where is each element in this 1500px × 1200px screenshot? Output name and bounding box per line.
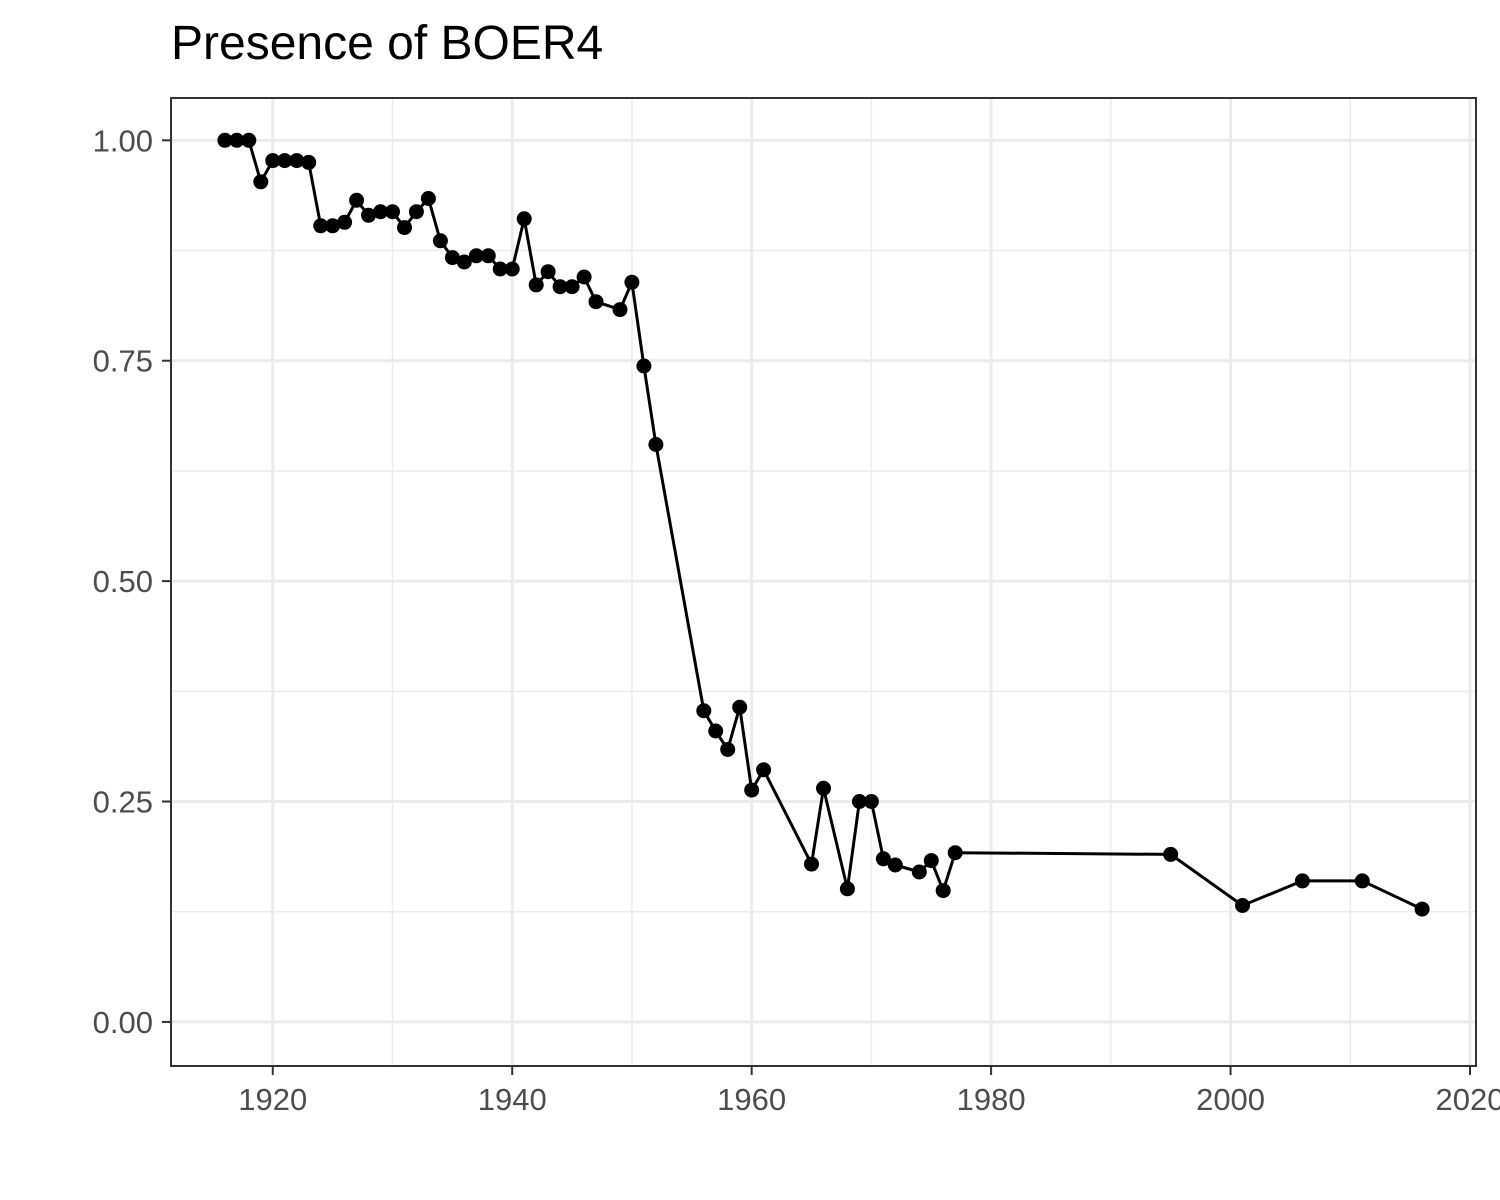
data-point [492,261,508,277]
data-point [337,214,353,230]
data-point [408,204,424,220]
data-point [516,211,532,227]
data-point [420,191,436,206]
minor-grid [171,98,1476,1066]
y-tick-label: 0.00 [93,1005,153,1040]
data-point [325,218,341,234]
data-point [1163,846,1179,862]
data-point [744,782,760,798]
chart-title: Presence of BOER4 [171,17,604,70]
data-point [253,174,269,190]
data-point [732,699,748,715]
data-point [756,762,772,778]
data-point [277,153,293,169]
y-tick-label: 0.75 [93,344,153,379]
data-point [349,192,365,208]
data-point [851,794,867,809]
data-point [373,204,388,220]
data-point [875,851,891,867]
data-point [636,358,652,374]
data-point [612,302,628,318]
data-point [313,218,329,234]
axis-tick-labels: 1920 1940 1960 1980 2000 2020 0.00 0.25 0.50 0.75… [93,123,1500,1117]
major-grid [171,98,1476,1066]
data-point [528,277,544,293]
data-point [504,261,520,277]
data-point [361,207,376,223]
data-point [456,254,472,270]
data-point [397,220,412,236]
axis-ticks [162,139,1472,1075]
data-point [265,153,281,169]
x-tick-label: 1960 [717,1082,786,1117]
data-point [301,154,317,170]
data-point [911,864,927,880]
data-point [241,132,257,148]
data-point [468,248,484,264]
data-point [217,132,233,148]
data-point [1235,898,1250,913]
data-point [696,703,712,719]
data-point [947,845,963,861]
data-point [1294,873,1310,889]
data-point [229,132,245,148]
data-point [432,233,448,249]
data-point [648,437,664,452]
data-point [863,794,879,809]
x-tick-label: 2020 [1436,1082,1500,1117]
data-point [385,204,400,220]
data-point [588,294,604,310]
data-point [289,153,305,169]
x-tick-label: 1920 [238,1082,307,1117]
data-point [1414,901,1430,917]
x-tick-label: 2000 [1196,1082,1265,1117]
data-point [480,248,496,264]
data-point [624,274,640,290]
y-tick-label: 0.50 [93,564,153,599]
x-tick-label: 1980 [957,1082,1026,1117]
x-tick-label: 1940 [478,1082,547,1117]
data-point [804,856,819,872]
data-point [1354,873,1370,889]
data-point [576,269,592,285]
y-tick-label: 0.25 [93,785,153,820]
data-point [564,279,580,295]
data-point [923,853,939,869]
data-point [444,250,460,266]
series-points-group [217,132,1430,917]
data-point [720,742,736,757]
data-point [935,883,951,899]
data-point [552,279,568,295]
data-point [816,780,831,796]
data-point [540,264,556,280]
data-point [887,857,903,873]
data-point [708,723,724,739]
data-point [839,881,855,897]
y-tick-label: 1.00 [93,123,153,158]
